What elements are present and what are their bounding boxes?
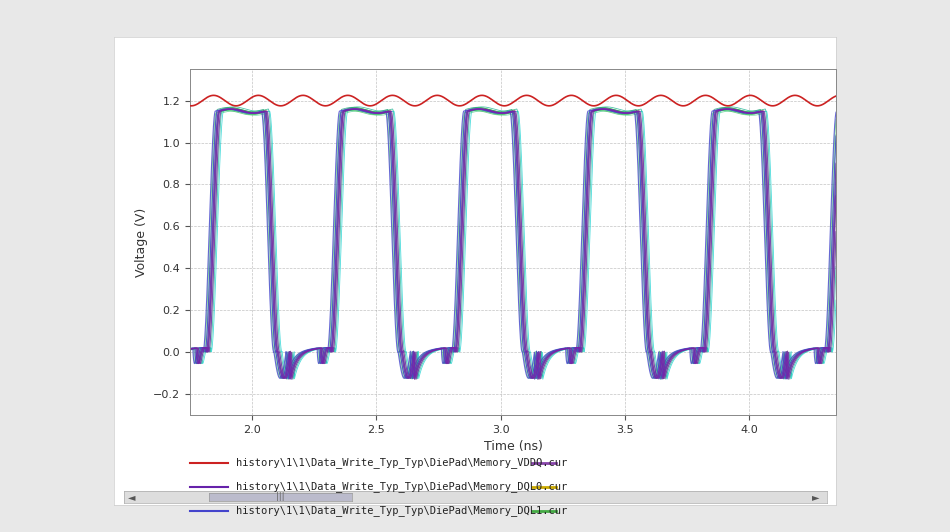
Text: ►: ► [812,492,820,502]
Text: |||: ||| [276,493,285,501]
X-axis label: Time (ns): Time (ns) [484,440,542,453]
Text: history\1\1\Data_Write_Typ_Typ\DiePad\Memory_VDDQ.cur: history\1\1\Data_Write_Typ_Typ\DiePad\Me… [236,458,567,468]
Text: history\1\1\Data_Write_Typ_Typ\DiePad\Memory_DQL0.cur: history\1\1\Data_Write_Typ_Typ\DiePad\Me… [236,481,567,492]
Text: history\1\1\Data_Write_Typ_Typ\DiePad\Memory_DQL1.cur: history\1\1\Data_Write_Typ_Typ\DiePad\Me… [236,505,567,516]
Y-axis label: Voltage (V): Voltage (V) [135,207,147,277]
Text: ◄: ◄ [128,492,136,502]
